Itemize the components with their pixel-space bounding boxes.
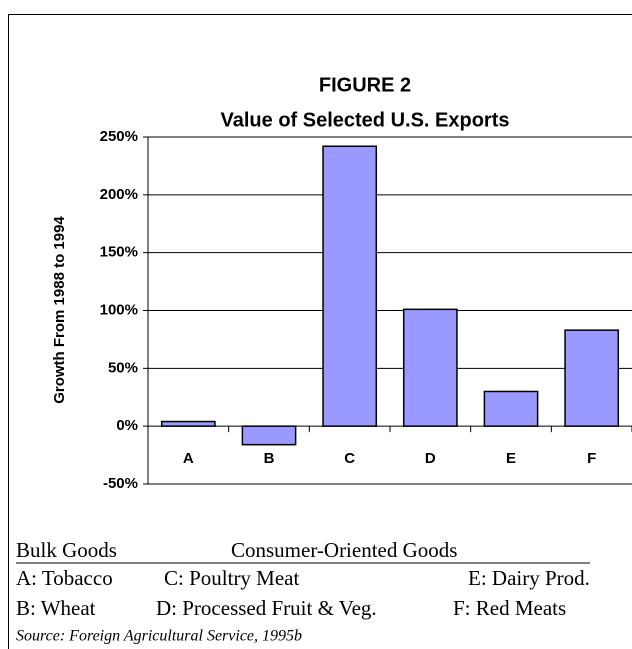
key-header: Bulk Goods: [16, 538, 117, 562]
y-tick-label: 150%: [100, 244, 138, 261]
x-tick-label: B: [264, 450, 275, 467]
source: Source: Foreign Agricultural Service, 19…: [16, 628, 302, 645]
key-item: B: Wheat: [16, 596, 96, 620]
key-item: A: Tobacco: [16, 566, 113, 590]
bar: [160, 420, 216, 427]
y-tick-label: 100%: [100, 301, 138, 318]
y-tick-label: 50%: [108, 359, 138, 376]
chart-subtitle: Value of Selected U.S. Exports: [221, 109, 510, 131]
key-item: C: Poultry Meat: [164, 566, 299, 590]
y-tick-label: 200%: [100, 186, 138, 203]
bar: [483, 390, 539, 427]
x-tick-label: F: [587, 450, 596, 467]
bar: [322, 145, 378, 427]
key-item: E: Dairy Prod.: [468, 566, 590, 590]
bar: [241, 425, 297, 446]
chart-title: FIGURE 2: [319, 74, 411, 96]
key-item: F: Red Meats: [453, 596, 566, 620]
y-tick-label: 0%: [116, 417, 138, 434]
y-axis-label: Growth From 1988 to 1994: [51, 216, 68, 404]
y-tick-label: -50%: [103, 475, 138, 492]
y-tick-label: 250%: [100, 128, 138, 145]
bar: [564, 329, 620, 427]
frame: [8, 14, 632, 649]
bar: [402, 308, 458, 427]
x-tick-label: D: [425, 450, 436, 467]
key-header: Consumer-Oriented Goods: [231, 538, 457, 562]
x-tick-label: C: [344, 450, 355, 467]
key-item: D: Processed Fruit & Veg.: [156, 596, 377, 620]
x-tick-label: E: [506, 450, 516, 467]
x-tick-label: A: [183, 450, 194, 467]
